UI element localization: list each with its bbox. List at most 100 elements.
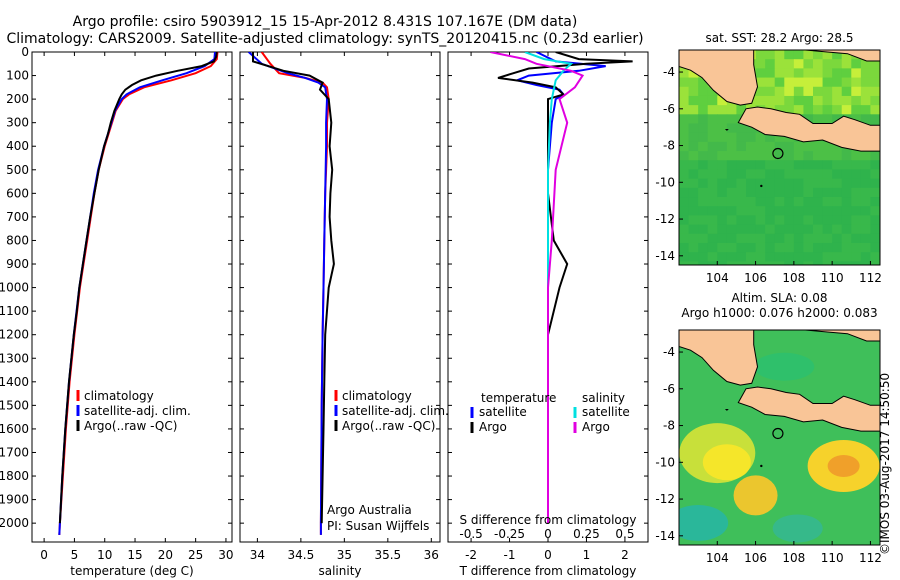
sst-cell [707, 114, 718, 125]
sst-cell [774, 242, 785, 253]
y-tick-label: 600 [6, 186, 29, 200]
sst-cell [717, 261, 728, 265]
sst-cell [803, 77, 814, 88]
sst-cell [793, 95, 804, 106]
sst-cell [851, 169, 862, 180]
sla-map-title-1: Altim. SLA: 0.08 [731, 291, 827, 305]
sst-cell [822, 224, 833, 235]
sst-cell [707, 215, 718, 226]
sst-cell [841, 178, 852, 189]
argo-position-marker [772, 427, 784, 440]
sst-cell [688, 114, 699, 125]
sst-cell [765, 206, 776, 216]
sst-cell [860, 215, 871, 226]
sst-cell [755, 59, 766, 69]
sst-cell [679, 141, 690, 152]
sst-cell [784, 59, 795, 69]
x-tick-label: 2 [621, 548, 629, 562]
sst-cell [832, 105, 843, 115]
sst-cell [698, 151, 709, 161]
sst-cell [736, 132, 747, 143]
sst-cell [841, 261, 852, 265]
legend-header-temperature: temperature [481, 391, 556, 405]
sst-cell [679, 206, 690, 216]
sst-cell [803, 169, 814, 180]
s-difference-label: S difference from climatology [460, 513, 637, 527]
x-axis-label: T difference from climatology [459, 564, 637, 578]
y-tick-label: 0 [21, 45, 29, 59]
map-x-tick-label: 104 [706, 551, 729, 565]
sst-cell [822, 105, 833, 115]
map-x-tick-label: 110 [821, 271, 844, 285]
sst-cell [765, 178, 776, 189]
sst-cell [707, 169, 718, 180]
sst-cell [851, 215, 862, 226]
y-tick-label: 1300 [0, 351, 29, 365]
sst-cell [698, 224, 709, 235]
sst-cell [736, 233, 747, 244]
s-difference-tick-label: 0 [544, 527, 552, 541]
sst-cell [841, 169, 852, 180]
sst-cell [774, 105, 785, 115]
sst-cell [813, 86, 824, 97]
y-tick-label: 2000 [0, 516, 29, 530]
sst-cell [822, 261, 833, 265]
sst-cell [698, 261, 709, 265]
sst-cell [784, 95, 795, 106]
sst-cell [793, 169, 804, 180]
sst-cell [688, 197, 699, 207]
sst-cell [726, 151, 737, 161]
legend-label: Argo(..raw -QC) [342, 419, 435, 433]
sst-cell [822, 252, 833, 262]
sst-cell [832, 50, 843, 60]
sst-cell [784, 178, 795, 189]
sst-cell [803, 178, 814, 189]
sst-cell [679, 132, 690, 143]
sst-cell [726, 169, 737, 180]
sst-cell [793, 242, 804, 253]
sst-cell [851, 68, 862, 79]
sst-cell [813, 178, 824, 189]
sst-cell [765, 252, 776, 262]
sst-cell [841, 59, 852, 69]
sst-cell [832, 242, 843, 253]
sst-cell [774, 59, 785, 69]
sst-cell [774, 178, 785, 189]
sst-cell [755, 261, 766, 265]
sst-cell [755, 187, 766, 198]
sst-cell [679, 187, 690, 198]
sst-cell [746, 242, 757, 253]
sst-cell [765, 224, 776, 235]
sst-cell [736, 123, 747, 134]
sst-cell [679, 77, 690, 88]
sst-cell [755, 160, 766, 170]
s-difference-tick-label: -0.25 [494, 527, 525, 541]
sst-cell [860, 261, 871, 265]
sst-cell [784, 50, 795, 60]
sst-cell [832, 141, 843, 152]
sst-cell [803, 206, 814, 216]
sst-cell [755, 132, 766, 143]
sst-cell [774, 68, 785, 79]
sst-cell [774, 50, 785, 60]
sst-cell [851, 197, 862, 207]
sla-blob [679, 504, 729, 541]
y-tick-label: 900 [6, 257, 29, 271]
track-dot [760, 464, 763, 468]
x-tick-label: 34 [250, 548, 265, 562]
sst-cell [832, 59, 843, 69]
sst-cell [870, 68, 880, 79]
sst-cell [870, 252, 880, 262]
sst-cell [860, 169, 871, 180]
sst-cell [774, 132, 785, 143]
sst-cell [851, 252, 862, 262]
sst-cell [679, 160, 690, 170]
sst-cell [679, 215, 690, 226]
sst-cell [793, 160, 804, 170]
x-axis-label: temperature (deg C) [70, 564, 193, 578]
sst-cell [822, 114, 833, 125]
sst-cell [707, 233, 718, 244]
sst-cell [698, 132, 709, 143]
sst-cell [679, 197, 690, 207]
